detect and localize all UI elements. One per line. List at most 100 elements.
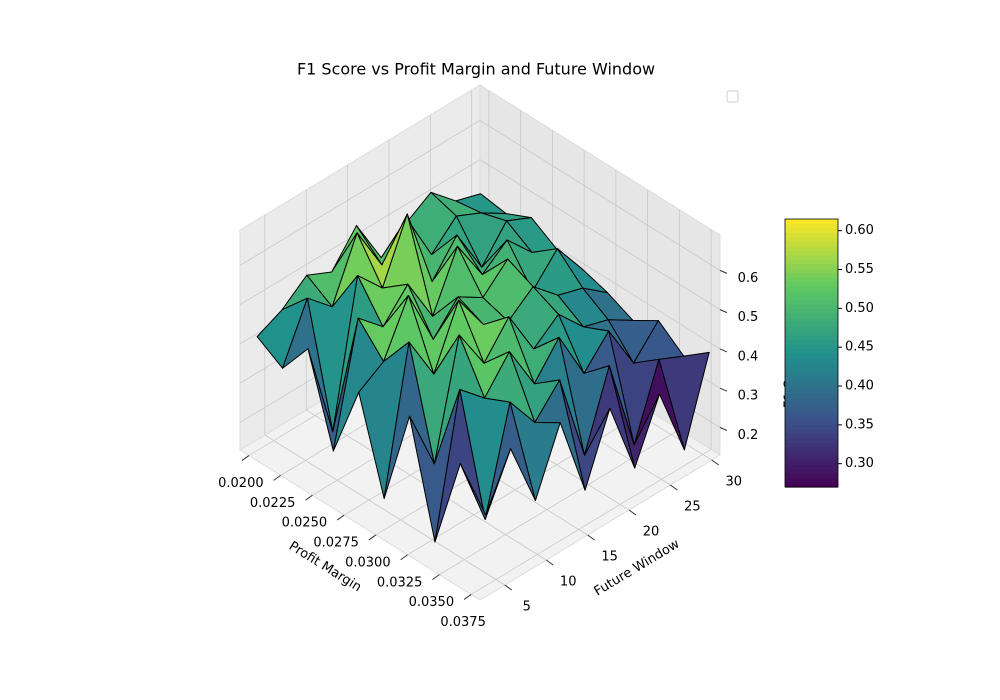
- colorbar-step: [785, 446, 838, 452]
- y-tick: [545, 559, 554, 566]
- colorbar-step: [785, 236, 838, 242]
- colorbar-step: [785, 482, 838, 488]
- x-tick: [432, 574, 440, 581]
- colorbar-step: [785, 281, 838, 287]
- grid-line: [479, 159, 721, 310]
- colorbar-step: [785, 326, 838, 332]
- x-tick-label: 0.0325: [377, 575, 423, 590]
- colorbar-step: [785, 268, 838, 274]
- colorbar: 0.30 0.35 0.40 0.45 0.50 0.55 0.60: [784, 218, 874, 488]
- legend-box: [726, 90, 739, 103]
- x-tick: [336, 514, 345, 521]
- x-tick-label: 0.0250: [282, 516, 328, 531]
- colorbar-step: [785, 415, 838, 421]
- colorbar-step: [785, 433, 838, 439]
- x-tick: [400, 554, 408, 561]
- z-tick: [719, 269, 728, 274]
- x-tick-label: 0.0225: [250, 496, 296, 511]
- y-tick: [711, 459, 720, 466]
- x-tick: [273, 474, 281, 481]
- colorbar-step: [785, 254, 838, 260]
- x-tick: [368, 534, 377, 541]
- colorbar-step: [785, 375, 838, 381]
- grid-line: [239, 120, 481, 266]
- x-tick-label: 0.0350: [409, 595, 455, 610]
- colorbar-step: [785, 219, 838, 225]
- colorbar-step: [785, 406, 838, 412]
- colorbar-step: [785, 308, 838, 314]
- y-tick-label: 30: [725, 475, 742, 490]
- z-tick: [719, 348, 728, 353]
- chart-title: F1 Score vs Profit Margin and Future Win…: [297, 60, 655, 79]
- colorbar-step: [785, 227, 838, 233]
- colorbar-step: [785, 478, 838, 484]
- colorbar-step: [785, 299, 838, 305]
- colorbar-step: [785, 424, 838, 430]
- x-tick: [463, 594, 472, 600]
- colorbar-step: [785, 259, 838, 265]
- colorbar-step: [785, 473, 838, 479]
- y-axis-label: Future Window: [592, 536, 683, 599]
- colorbar-tick-label: 0.30: [845, 456, 874, 471]
- z-tick-label: 0.4: [738, 349, 759, 364]
- colorbar-tick-label: 0.60: [845, 223, 874, 238]
- y-tick: [670, 484, 678, 491]
- colorbar-step: [785, 353, 838, 359]
- x-tick-label: 0.0275: [313, 536, 359, 551]
- colorbar-tick-label: 0.40: [845, 379, 874, 394]
- colorbar-tick-label: 0.50: [845, 301, 874, 316]
- colorbar-frame: [784, 218, 839, 488]
- colorbar-tick-label: 0.35: [845, 417, 874, 432]
- colorbar-step: [785, 437, 838, 443]
- colorbar-step: [785, 451, 838, 457]
- y-tick: [587, 534, 595, 541]
- surface: [256, 191, 710, 543]
- colorbar-step: [785, 303, 838, 309]
- colorbar-step: [785, 384, 838, 390]
- colorbar-step: [785, 245, 838, 251]
- colorbar-step: [785, 388, 838, 394]
- z-tick-label: 0.6: [738, 271, 759, 286]
- colorbar-step: [785, 370, 838, 376]
- y-tick-label: 5: [523, 600, 531, 615]
- colorbar-step: [785, 361, 838, 367]
- colorbar-step: [785, 286, 838, 292]
- colorbar-step: [785, 294, 838, 300]
- surface-facet: [459, 448, 512, 520]
- x-tick-label: 0.0375: [440, 615, 486, 630]
- colorbar-step: [785, 357, 838, 363]
- z-tick-label: 0.2: [738, 428, 759, 443]
- colorbar-step: [785, 455, 838, 461]
- colorbar-step: [785, 290, 838, 296]
- z-tick-label: 0.5: [738, 310, 759, 325]
- colorbar-step: [785, 464, 838, 470]
- colorbar-step: [785, 460, 838, 466]
- colorbar-step: [785, 442, 838, 448]
- colorbar-step: [785, 335, 838, 341]
- y-tick: [628, 509, 637, 516]
- y-tick-label: 15: [601, 550, 618, 565]
- grid-line: [479, 120, 721, 271]
- colorbar-step: [785, 317, 838, 323]
- y-tick-label: 20: [643, 525, 660, 540]
- colorbar-step: [785, 330, 838, 336]
- x-tick-label: 0.0200: [218, 476, 264, 491]
- colorbar-step: [785, 411, 838, 417]
- colorbar-step: [785, 402, 838, 408]
- z-tick: [719, 309, 728, 314]
- colorbar-step: [785, 348, 838, 354]
- colorbar-step: [785, 272, 838, 278]
- colorbar-step: [785, 420, 838, 426]
- colorbar-step: [785, 469, 838, 475]
- colorbar-step: [785, 277, 838, 283]
- y-tick-label: 25: [684, 500, 701, 515]
- z-tick: [719, 387, 728, 392]
- colorbar-step: [785, 321, 838, 327]
- colorbar-step: [785, 397, 838, 403]
- colorbar-tick-label: 0.55: [845, 262, 874, 277]
- colorbar-step: [785, 344, 838, 350]
- y-tick-label: 10: [560, 575, 577, 590]
- grid-line: [264, 434, 506, 586]
